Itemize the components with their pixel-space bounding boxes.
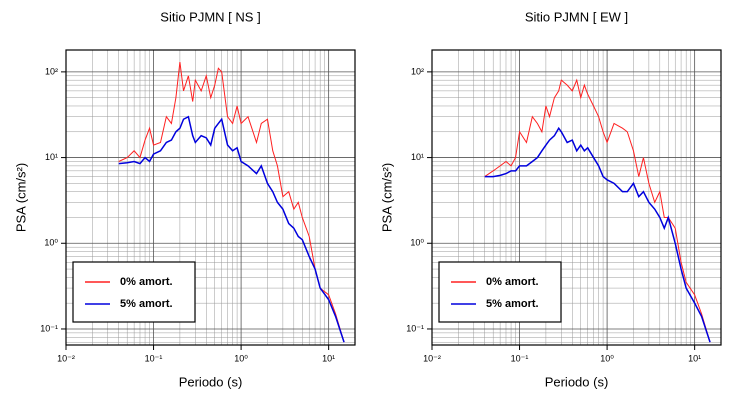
legend-box [72,261,196,323]
x-tick-label: 10⁻¹ [145,353,163,363]
x-axis-label: Periodo (s) [179,374,243,389]
x-tick-label: 10⁻¹ [511,353,529,363]
y-tick-label: 10⁰ [44,238,58,248]
y-tick-label: 10² [45,66,58,76]
x-tick-label: 10¹ [322,353,335,363]
x-tick-label: 10⁻² [423,353,441,363]
x-tick-label: 10⁰ [600,353,614,363]
chart-title: Sitio PJMN [ EW ] [525,9,628,24]
legend-label: 0% amort. [120,276,173,288]
series-line [118,115,345,343]
x-tick-label: 10⁰ [234,353,248,363]
x-axis-label: Periodo (s) [545,374,609,389]
x-tick-label: 10⁻² [57,353,75,363]
series-line [484,126,711,343]
plot-frame [431,49,722,346]
y-tick-label: 10¹ [411,152,424,162]
series-line [118,62,345,343]
legend-label: 0% amort. [486,276,539,288]
y-tick-label: 10⁰ [410,238,424,248]
x-tick-label: 10¹ [688,353,701,363]
plot-frame [65,49,356,346]
chart-title: Sitio PJMN [ NS ] [160,9,260,24]
y-tick-label: 10² [411,66,424,76]
y-tick-label: 10⁻¹ [40,323,58,333]
y-axis-label: PSA (cm/s²) [13,163,28,232]
legend-box [438,261,562,323]
legend-label: 5% amort. [120,298,173,310]
y-tick-label: 10⁻¹ [406,323,424,333]
series-line [484,78,711,343]
legend-label: 5% amort. [486,298,539,310]
y-tick-label: 10¹ [45,152,58,162]
y-axis-label: PSA (cm/s²) [379,163,394,232]
